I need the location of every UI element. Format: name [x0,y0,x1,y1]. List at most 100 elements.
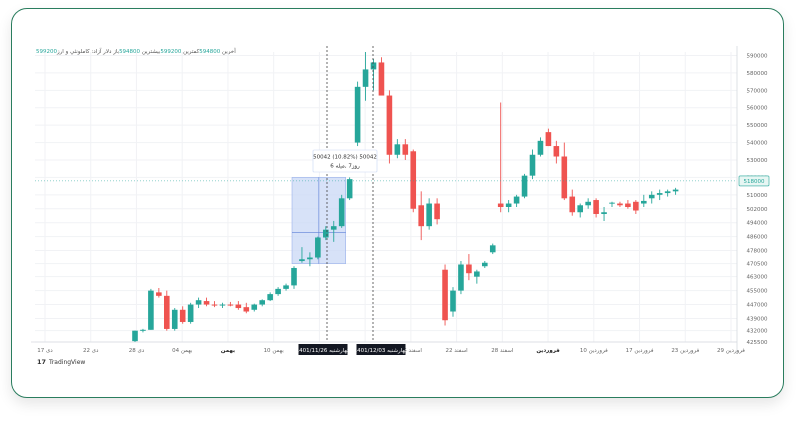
candle-body [482,262,488,267]
ohlc-high-label: بیشترین [141,49,161,55]
candle-body [275,288,281,295]
y-tick-label: 502000 [747,207,768,213]
candle-body [648,194,655,199]
measure-label-line1: 50042 (10.82%) 50042 [313,155,377,161]
candle-body [466,264,472,274]
tradingview-logo[interactable]: 17 TradingView [37,358,85,366]
candle-body [553,146,560,157]
candle-body [251,304,258,310]
x-tick-label: 22 دی [83,348,99,354]
x-tick-label: بهمن [221,348,235,354]
candle-body [132,330,138,342]
candle-body [370,62,377,70]
candle-body [291,267,297,286]
price-chart[interactable]: 590000 580000 570000 560000 550000 540000 5300… [31,46,770,368]
ohlc-open-value: 594800 [119,49,141,55]
y-tick-label: 560000 [747,106,768,112]
date-cursor-tag [298,344,348,355]
candle-body [299,259,305,262]
y-tick-label: 590000 [747,53,768,59]
y-tick-label: 455000 [747,289,768,295]
date-cursor-label: 1401/12/03 چهارشنبه [354,348,409,354]
candle-body [227,304,234,306]
candle-body [330,226,337,230]
y-tick-label: 580000 [747,71,768,77]
x-tick-label: 16 اسفند [400,348,423,354]
candle-body [148,290,154,330]
y-tick-label: 550000 [747,123,768,129]
candle-body [569,196,576,213]
candle-body [497,203,504,208]
x-tick-label: 04 بهمن [172,348,193,354]
candle-body [537,140,544,155]
candle-body [617,203,623,206]
candle-body [203,301,210,305]
candle-body [664,191,671,194]
candle-body [171,309,178,329]
candle-body [187,304,194,322]
x-tick-label: 28 دی [129,348,145,354]
tradingview-logo-icon: 17 [37,358,47,366]
candle-body [458,264,464,291]
x-tick-label: 17 دی [37,348,53,354]
y-tick-label: 478000 [747,249,768,255]
tradingview-logo-text: TradingView [49,359,86,366]
ohlc-close-label: آخرین [222,49,236,55]
candle-body [489,245,496,253]
candle-body [410,151,417,209]
ohlc-legend: 599200 آخرین 594800کمترین 599200بیشترین 5… [36,49,236,55]
candle-body [521,175,528,197]
candle-body [633,201,639,211]
candle-body [442,269,448,321]
y-tick-label: 540000 [747,141,768,147]
candle-body [672,189,679,192]
candle-body [656,193,663,195]
x-tick-label: فروردین 29 [717,348,745,354]
x-tick-label: 10 بهمن [264,348,285,354]
candle-body [219,304,226,306]
candle-body [211,304,218,306]
ohlc-close-value: 599200 [36,49,57,55]
candle-body [315,237,321,258]
candle-body [179,309,186,322]
y-tick-label: 439000 [747,316,768,322]
x-tick-label: 23 فروردین [671,348,699,354]
ohlc-low-label: کمترین [183,49,200,55]
candle-body [394,144,401,155]
candle-body [426,203,432,227]
candle-body [338,198,345,227]
candle-body [505,203,512,208]
measure-label-line2: روز7 ,میله 6 [330,164,360,170]
y-tick-label: 425500 [747,340,768,346]
y-tick-label: 463000 [747,275,768,281]
candle-body [625,203,631,208]
candle-body [609,202,615,204]
candle-body [164,295,170,329]
date-cursor-tag [356,344,406,355]
candle-body [593,200,599,214]
candlestick-chart[interactable]: 590000 580000 570000 560000 550000 540000 5300… [31,46,770,368]
candle-body [283,285,289,289]
candle-body [362,69,369,87]
x-tick-label: فروردین [536,348,560,354]
candle-body [513,196,520,204]
candle-body [243,307,250,312]
candle-body [267,294,273,301]
ohlc-open-label: باز [113,49,120,55]
candle-body [346,179,353,199]
x-tick-label: 10 فروردین [580,348,608,354]
candle-body [402,144,409,155]
x-tick-label: 17 فروردین [626,348,654,354]
y-tick-label: 510000 [747,193,768,199]
measure-label-box [312,149,378,173]
candle-body [601,212,607,214]
date-cursor-label: 1401/11/26 چهارشنبه [296,348,351,354]
candle-body [577,205,583,213]
candle-body [434,203,440,220]
ohlc-high-value: 599200 [160,49,182,55]
candle-body [418,205,424,227]
candle-body [386,95,393,155]
candle-body [156,292,162,296]
symbol-name: دلار آزاد: کاملونئي و ارز [57,49,112,55]
y-tick-label: 470500 [747,262,768,268]
